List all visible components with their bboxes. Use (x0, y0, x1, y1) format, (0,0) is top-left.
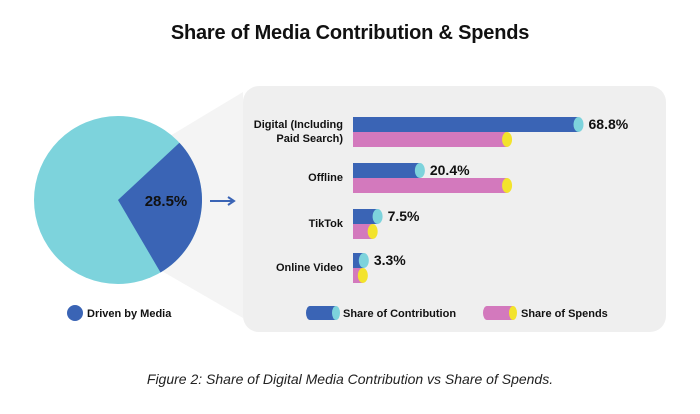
bar-contribution (353, 163, 420, 178)
legend-label-spends: Share of Spends (521, 308, 608, 320)
data-label-contribution: 68.8% (589, 116, 629, 132)
bar-spends-cap (357, 268, 368, 283)
bar-contribution-cap (414, 163, 425, 178)
bar-spends-cap (502, 178, 513, 193)
legend-dot-driven-by-media (67, 305, 83, 321)
category-label: TikTok (309, 218, 344, 230)
arrow-icon (210, 196, 236, 206)
bar-spends (353, 178, 508, 193)
category-label: Online Video (276, 262, 343, 274)
legend-label-driven-by-media: Driven by Media (87, 308, 172, 320)
arrow-head (227, 196, 236, 206)
category-label-line-2: Paid Search) (276, 133, 343, 145)
legend-swatch-contribution-cap (332, 306, 340, 320)
bar-contribution-cap (573, 117, 584, 132)
data-label-contribution: 7.5% (388, 208, 420, 224)
bar-legend: Share of Contribution Share of Spends (306, 306, 608, 320)
bar-contribution (353, 209, 378, 224)
bar-chart: Digital (Including Paid Search) 68.8% Offli… (254, 116, 629, 283)
chart-title: Share of Media Contribution & Spends (170, 22, 530, 44)
pie-legend: Driven by Media (67, 305, 172, 321)
category-label-line-1: Digital (Including (254, 119, 343, 131)
legend-label-contribution: Share of Contribution (343, 308, 456, 320)
pie-chart: 28.5% (34, 116, 202, 284)
bar-contribution-cap (372, 209, 383, 224)
legend-swatch-spends-cap (509, 306, 517, 320)
bar-panel (243, 86, 666, 332)
legend-swatch-contribution (310, 306, 336, 320)
bar-spends-cap (367, 224, 378, 239)
bar-contribution (353, 117, 579, 132)
figure-caption: Figure 2: Share of Digital Media Contrib… (146, 371, 554, 387)
pie-slice-driven-by-media (118, 142, 202, 273)
pie-slice-label: 28.5% (145, 193, 188, 210)
data-label-contribution: 3.3% (374, 252, 406, 268)
category-label: Offline (308, 172, 343, 184)
legend-swatch-spends (487, 306, 513, 320)
bar-contribution-cap (358, 253, 369, 268)
bar-spends (353, 224, 373, 239)
data-label-contribution: 20.4% (430, 162, 470, 178)
bar-spends-cap (502, 132, 513, 147)
bar-spends (353, 132, 508, 147)
bar-contribution (353, 253, 364, 268)
